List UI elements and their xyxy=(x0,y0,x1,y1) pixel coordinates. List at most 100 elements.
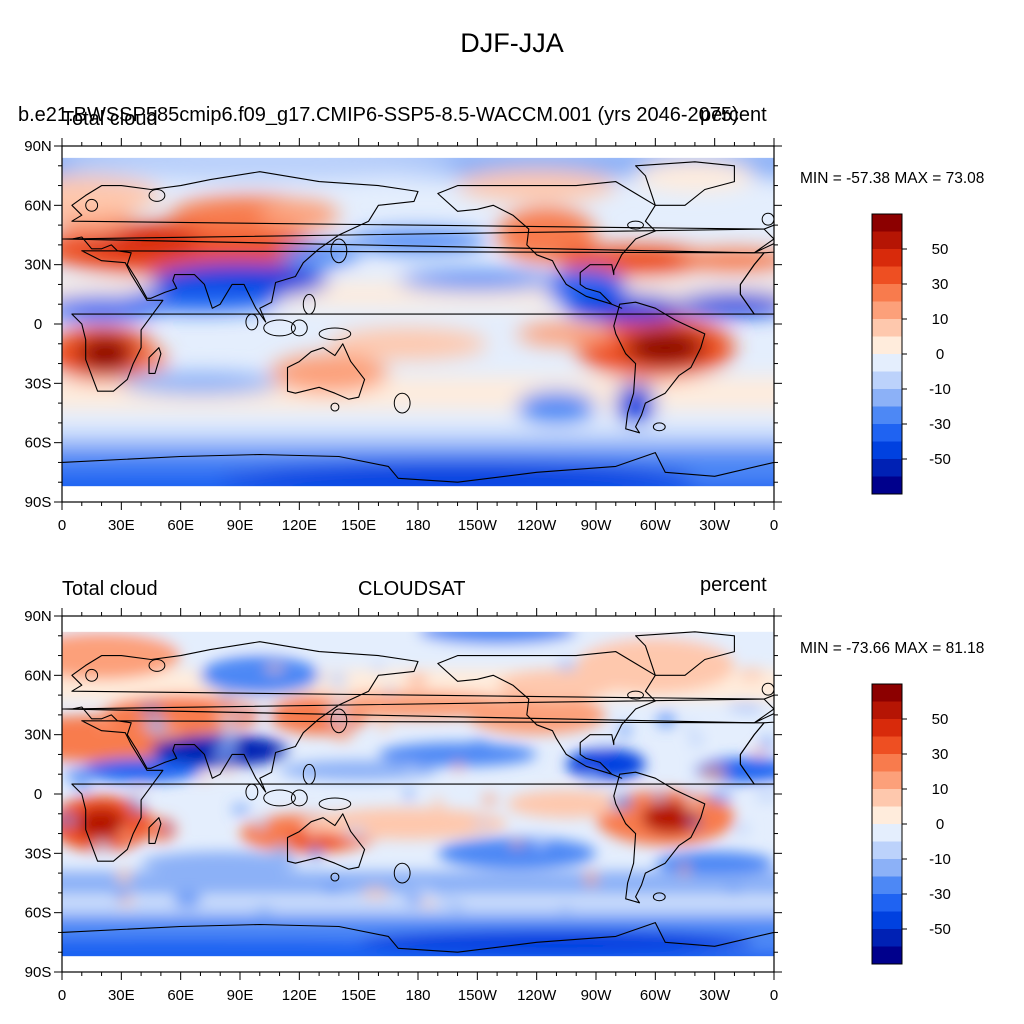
panel2-speckle-88 xyxy=(323,884,342,894)
panel2-colorbar-swatch-2 xyxy=(872,719,902,737)
panel2-speckle-38 xyxy=(685,721,695,733)
panel2-anomaly-7 xyxy=(497,669,616,702)
panel2-anomaly-9 xyxy=(81,758,201,783)
panel2-xtick-label-0: 0 xyxy=(58,987,66,1004)
panel2-speckle-52 xyxy=(147,717,168,736)
panel2-anomaly-14 xyxy=(279,760,438,781)
panel2-speckle-39 xyxy=(761,736,773,751)
panel1-coast-australia xyxy=(286,343,366,400)
panel2-speckle-42 xyxy=(220,713,235,731)
panel2-speckle-22 xyxy=(219,695,232,703)
panel1-anomaly-9 xyxy=(279,242,359,267)
panel2-colorbar-label-0: 50 xyxy=(932,711,949,728)
panel1-colorbar-swatch-2 xyxy=(872,249,902,267)
panel1-anomaly-20 xyxy=(675,248,774,273)
panel1-island-8 xyxy=(245,313,259,331)
panel2-minmax: MIN = -73.66 MAX = 81.18 xyxy=(800,640,984,658)
panel2-speckle-76 xyxy=(688,732,704,748)
panel2-map xyxy=(62,616,774,972)
panel1-colorbar-swatch-5 xyxy=(872,301,902,319)
panel2-xtick-label-1: 30E xyxy=(108,987,135,1004)
panel1-colorbar-swatch-9 xyxy=(872,371,902,389)
panel1-anomaly-8 xyxy=(62,296,161,321)
panel1-coast-eurasia xyxy=(62,171,765,323)
panel1-colorbar-swatch-0 xyxy=(872,214,902,232)
panel2-speckle-83 xyxy=(610,794,633,811)
panel1-south-cap xyxy=(62,486,774,502)
panel2-colorbar-label-4: -10 xyxy=(929,851,951,868)
panel2-coast-africa xyxy=(71,720,765,862)
panel2-xtick-label-9: 90W xyxy=(581,987,613,1004)
panel2-island-4 xyxy=(318,797,352,811)
panel2-xtick-label-7: 150W xyxy=(458,987,498,1004)
panel2-speckle-24 xyxy=(406,893,421,906)
panel1-colorbar-label-6: -50 xyxy=(929,451,951,468)
main-title: DJF-JJA xyxy=(460,28,564,58)
panel2-speckle-36 xyxy=(361,886,390,900)
panel1-case-title: b.e21.BWSSP585cmip6.f09_g17.CMIP6-SSP5-8… xyxy=(18,104,739,126)
panel1-island-2 xyxy=(263,319,296,337)
panel1-anomaly-14 xyxy=(329,327,488,360)
panel2-speckle-57 xyxy=(581,770,601,784)
panel2-colorbar-label-1: 30 xyxy=(932,746,949,763)
panel2-colorbar-swatch-10 xyxy=(872,859,902,877)
panel2-speckle-89 xyxy=(752,748,766,758)
panel2-speckle-75 xyxy=(343,826,368,839)
panel2-colorbar-swatch-9 xyxy=(872,841,902,859)
panel2-speckle-2 xyxy=(253,708,276,716)
panel2-speckle-67 xyxy=(680,861,689,878)
panel2-island-1 xyxy=(302,763,316,785)
panel2-anomaly-12 xyxy=(200,655,320,696)
panel2-speckle-12 xyxy=(733,823,751,836)
panel2-island-2 xyxy=(263,789,296,807)
panel1-island-4 xyxy=(318,327,352,341)
panel2-speckle-7 xyxy=(220,768,235,776)
panel2-coast-namerica xyxy=(437,651,656,779)
panel1-colorbar-swatch-11 xyxy=(872,406,902,424)
panel2-speckle-77 xyxy=(234,705,248,719)
panel1-coast-africa xyxy=(71,250,765,392)
panel2-speckle-34 xyxy=(683,798,702,814)
panel2-xtick-label-11: 30W xyxy=(699,987,731,1004)
panel2-coast-madagascar xyxy=(148,817,162,844)
panel1-anomaly-26 xyxy=(121,371,280,396)
panel1-coast-samerica xyxy=(613,301,706,434)
panel2-speckle-63 xyxy=(272,843,292,857)
panel2-speckle-49 xyxy=(254,816,267,832)
panel2-speckle-82 xyxy=(74,778,92,792)
panel2-speckle-47 xyxy=(130,803,143,814)
panel2-speckle-59 xyxy=(707,791,733,803)
panel2-speckle-6 xyxy=(534,831,547,850)
panel1-xtick-label-1: 30E xyxy=(108,517,135,534)
panel2-anomaly-13 xyxy=(378,742,537,767)
panel2-xtick-label-4: 120E xyxy=(282,987,317,1004)
panel2-anomaly-24 xyxy=(437,837,596,870)
panel2-xtick-label-3: 90E xyxy=(227,987,254,1004)
panel1-colorbar-label-1: 30 xyxy=(932,276,949,293)
panel1-colorbar-swatch-10 xyxy=(872,389,902,407)
panel1-anomaly-22 xyxy=(566,294,686,323)
panel2-speckle-5 xyxy=(372,661,385,673)
panel1-anomaly-24 xyxy=(398,270,557,291)
panel2-xtick-label-12: 0 xyxy=(770,987,778,1004)
panel1-island-5 xyxy=(393,392,411,414)
panel1-colorbar-swatch-1 xyxy=(872,231,902,249)
panel2-coast-greenland xyxy=(635,631,735,676)
panel2-xtick-label-6: 180 xyxy=(405,987,430,1004)
panel2-speckle-62 xyxy=(438,895,456,904)
panel1-colorbar-swatch-4 xyxy=(872,284,902,302)
panel2-coast-samerica xyxy=(613,771,706,904)
panel2-speckle-20 xyxy=(138,704,165,714)
panel1-colorbar-swatch-7 xyxy=(872,336,902,354)
panel2-anomaly-26 xyxy=(655,851,774,876)
panel2-ytick-label-5: 60S xyxy=(25,905,52,922)
panel1-colorbar-swatch-13 xyxy=(872,441,902,459)
panel2-colorbar-swatch-15 xyxy=(872,946,902,964)
panel1-colorbar-swatch-8 xyxy=(872,354,902,372)
panel1-colorbar-label-4: -10 xyxy=(929,381,951,398)
panel2-speckle-0 xyxy=(406,764,417,773)
panel1-anomaly-12 xyxy=(135,347,167,372)
panel2-right-title: percent xyxy=(700,574,767,596)
panel1-ytick-label-6: 90S xyxy=(25,494,52,511)
